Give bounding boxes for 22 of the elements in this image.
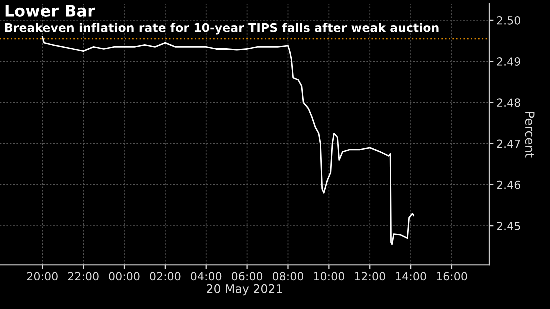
x-tick-label: 14:00: [396, 272, 426, 281]
y-tick-label: 2.50: [497, 16, 520, 25]
x-tick-label: 20:00: [27, 272, 58, 281]
y-tick-label: 2.46: [497, 180, 520, 190]
x-tick-label: 22:00: [68, 272, 99, 281]
x-tick-label: 12:00: [355, 272, 386, 281]
x-tick-label: 10:00: [314, 272, 344, 281]
x-tick-label: 00:00: [109, 272, 140, 281]
y-axis-title: Percent: [525, 112, 535, 158]
chart-title: Lower Bar: [6, 5, 96, 17]
text: Breakeven inflation rate for 10-year TIPS falls after weak auction: [5, 23, 439, 35]
line-series: [42, 36, 414, 246]
x-tick-label: 02:00: [150, 272, 181, 281]
y-tick-label: 2.49: [497, 58, 520, 66]
x-tick-label: 08:00: [272, 272, 304, 281]
y-tick-label: 2.47: [497, 140, 520, 148]
y-tick-label: 2.48: [497, 98, 520, 108]
x-tick-label: 06:00: [232, 272, 263, 281]
x-tick-label: 04:00: [191, 272, 222, 281]
x-axis-title: 20 May 2021: [207, 284, 282, 296]
y-tick-label: 2.45: [497, 222, 520, 230]
x-tick-label: 16:00: [437, 272, 468, 281]
